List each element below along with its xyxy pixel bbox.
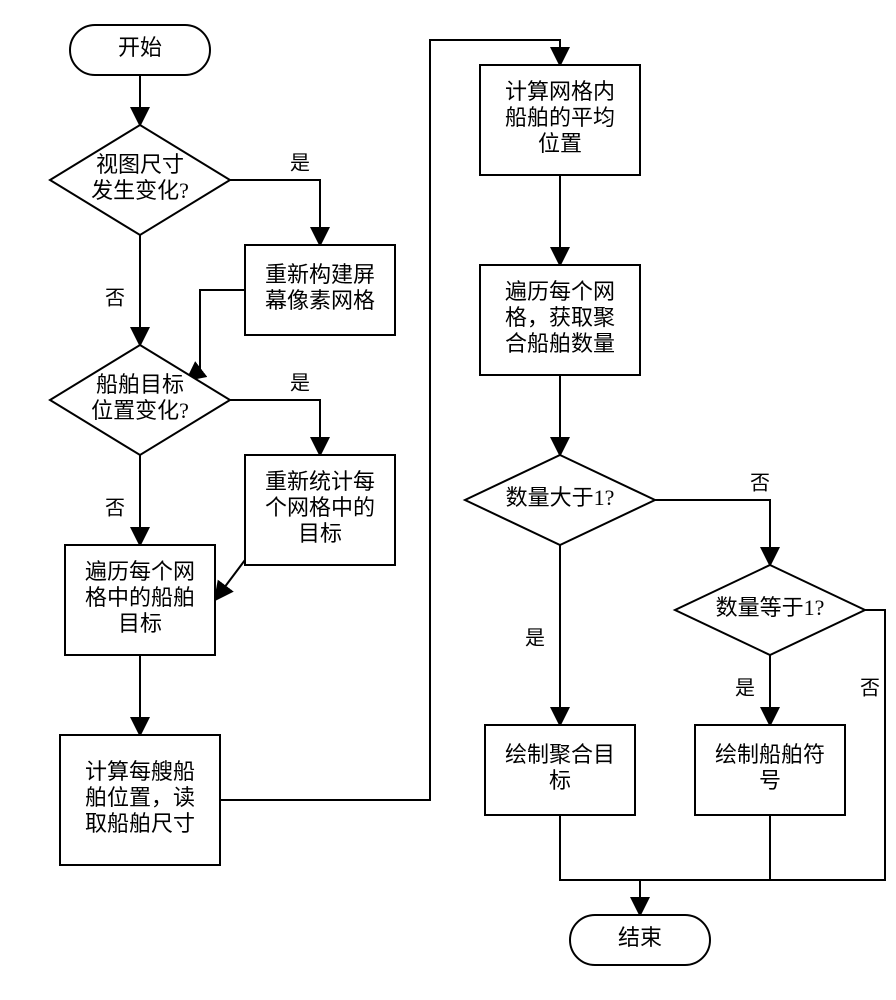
- node-text: 发生变化?: [91, 178, 189, 203]
- node-p1: 重新构建屏幕像素网格: [245, 245, 395, 335]
- node-text: 个网格中的: [265, 495, 375, 520]
- node-text: 标: [549, 768, 571, 793]
- node-text: 计算每艘船: [85, 759, 195, 784]
- node-text: 数量等于1?: [716, 595, 825, 620]
- node-text: 目标: [118, 611, 162, 636]
- edge: [230, 400, 320, 455]
- node-text: 船舶目标: [96, 372, 184, 397]
- node-text: 视图尺寸: [96, 152, 184, 177]
- node-p7: 绘制聚合目标: [485, 725, 635, 815]
- node-text: 重新统计每: [265, 469, 375, 494]
- node-text: 遍历每个网: [505, 279, 615, 304]
- node-d1: 视图尺寸发生变化?: [50, 125, 230, 235]
- node-text: 绘制船舶符: [715, 742, 825, 767]
- node-text: 位置: [538, 131, 582, 156]
- edge: [215, 560, 245, 600]
- node-p4: 计算每艘船舶位置，读取船舶尺寸: [60, 735, 220, 865]
- node-p8: 绘制船舶符号: [695, 725, 845, 815]
- node-text: 结束: [618, 925, 662, 950]
- node-text: 位置变化?: [91, 398, 189, 423]
- node-start: 开始: [70, 25, 210, 75]
- node-text: 数量大于1?: [506, 485, 615, 510]
- edge: [640, 815, 770, 880]
- node-text: 开始: [118, 35, 162, 60]
- node-text: 重新构建屏: [265, 262, 375, 287]
- edge-label: 是: [525, 628, 545, 650]
- node-end: 结束: [570, 915, 710, 965]
- node-text: 船舶的平均: [505, 105, 615, 130]
- edge-label: 否: [105, 288, 125, 310]
- edge-label: 否: [860, 678, 880, 700]
- node-text: 幕像素网格: [265, 288, 375, 313]
- node-p2: 重新统计每个网格中的目标: [245, 455, 395, 565]
- edge-label: 是: [290, 153, 310, 175]
- node-text: 绘制聚合目: [505, 742, 615, 767]
- node-text: 目标: [298, 521, 342, 546]
- node-text: 舶位置，读: [85, 785, 195, 810]
- node-d4: 数量等于1?: [675, 565, 865, 655]
- node-d3: 数量大于1?: [465, 455, 655, 545]
- node-text: 遍历每个网: [85, 559, 195, 584]
- flowchart-canvas: 开始视图尺寸发生变化?重新构建屏幕像素网格船舶目标位置变化?重新统计每个网格中的…: [0, 0, 896, 1000]
- node-d2: 船舶目标位置变化?: [50, 345, 230, 455]
- edge-label: 是: [290, 373, 310, 395]
- edge: [230, 180, 320, 245]
- edge-label: 否: [750, 473, 770, 495]
- edge: [655, 500, 770, 565]
- node-p5: 计算网格内船舶的平均位置: [480, 65, 640, 175]
- node-text: 格中的船舶: [85, 585, 195, 610]
- edge: [560, 815, 640, 915]
- node-p3: 遍历每个网格中的船舶目标: [65, 545, 215, 655]
- node-text: 计算网格内: [505, 79, 615, 104]
- node-text: 合船舶数量: [505, 331, 615, 356]
- node-text: 格，获取聚: [505, 305, 615, 330]
- edge-label: 是: [735, 678, 755, 700]
- edge-label: 否: [105, 498, 125, 520]
- edge: [187, 290, 245, 380]
- node-text: 号: [759, 768, 781, 793]
- node-text: 取船舶尺寸: [85, 811, 195, 836]
- node-p6: 遍历每个网格，获取聚合船舶数量: [480, 265, 640, 375]
